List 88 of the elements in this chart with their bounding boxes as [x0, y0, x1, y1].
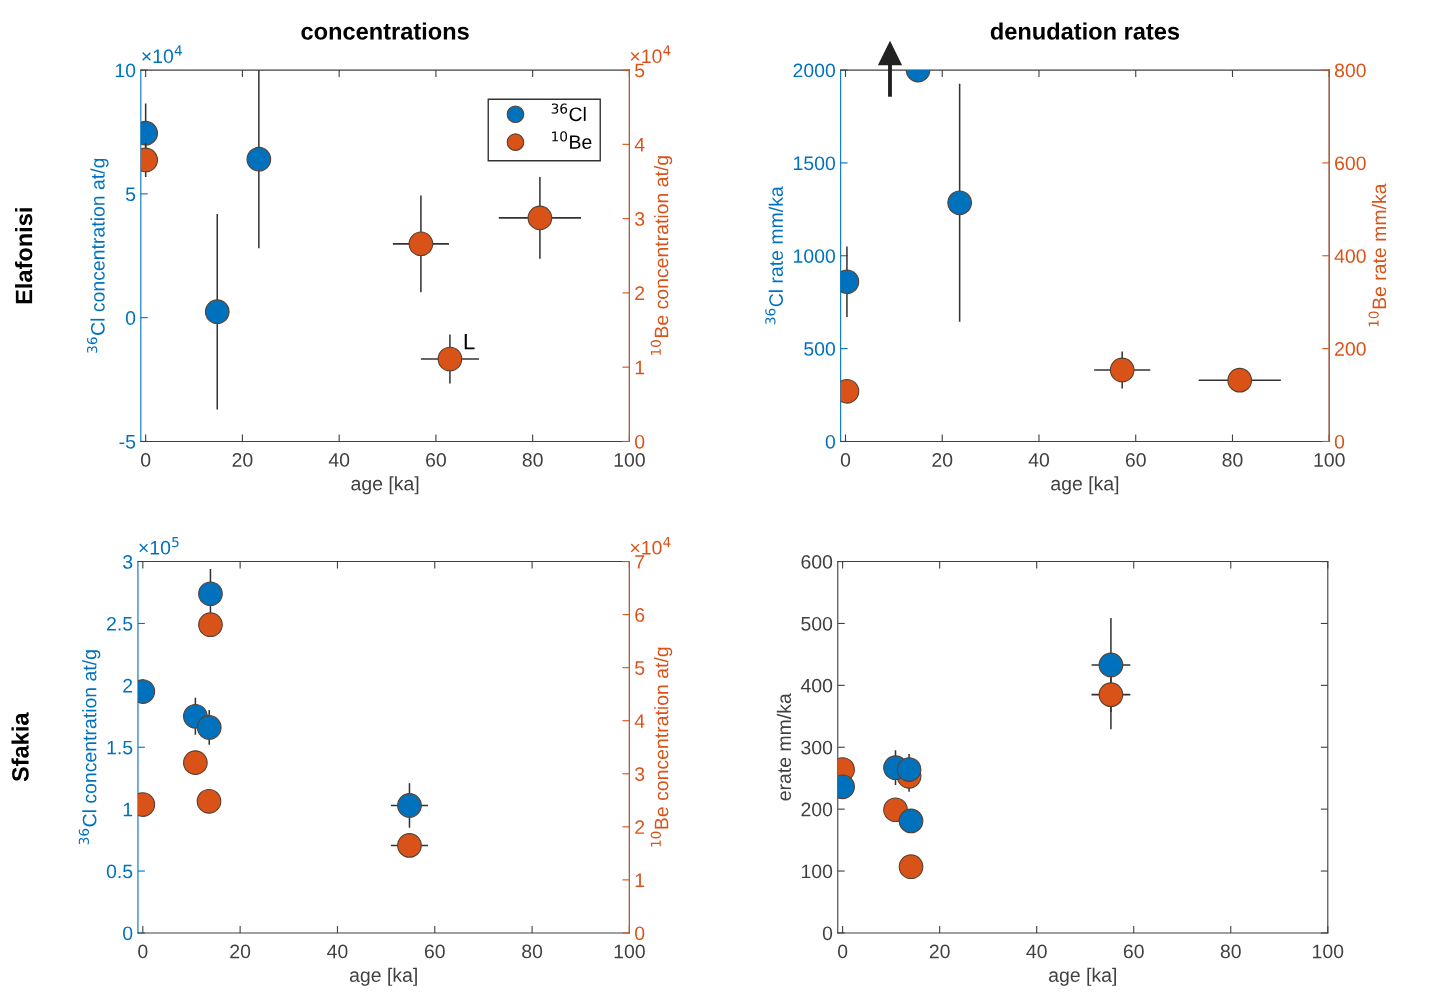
- x-tick-label: 80: [522, 453, 543, 467]
- y-tick-label: 100: [801, 864, 833, 879]
- y-axis-title: erate mm/ka: [776, 693, 792, 801]
- y2-tick-label: 5: [635, 63, 645, 78]
- y2-axis-title: $^{10}$Be rate mm/ka: [1368, 183, 1387, 327]
- x-tick-label: 100: [614, 453, 645, 467]
- x-axis-title: age [ka]: [1049, 967, 1116, 986]
- y2-tick-label: 2: [635, 820, 645, 834]
- y-tick-label: 500: [804, 342, 836, 356]
- y-tick-label: 0: [822, 926, 833, 941]
- y-tick-label: 5: [125, 187, 136, 202]
- y-tick-label: 600: [801, 555, 833, 569]
- y-tick-label: 300: [801, 740, 833, 755]
- x-tick-label: 60: [424, 944, 445, 959]
- y2-tick-label: 1: [635, 873, 645, 887]
- text: ×10$^{4}$: [630, 45, 671, 64]
- x-tick-label: 100: [614, 944, 645, 959]
- y2-tick-label: 3: [635, 767, 645, 782]
- y2-tick-label: 7: [635, 555, 645, 569]
- annotation: L: [464, 333, 475, 350]
- text: ×10$^{4}$: [142, 45, 182, 64]
- text: Elafonisi: [15, 208, 33, 304]
- x-tick-label: 60: [1123, 944, 1144, 959]
- y2-tick-label: 3: [635, 212, 645, 226]
- x-tick-label: 40: [328, 453, 350, 467]
- y-tick-label: 1.5: [107, 740, 133, 755]
- y-tick-label: 1500: [794, 156, 836, 171]
- y-tick-label: 2: [123, 678, 133, 693]
- x-tick-label: 0: [837, 944, 848, 959]
- x-tick-label: 20: [230, 944, 251, 959]
- y2-axis-title: $^{10}$Be concentration at/g: [650, 156, 673, 355]
- y-tick-label: 2000: [793, 63, 836, 78]
- y-tick-label: 2.5: [107, 616, 133, 631]
- y-tick-label: 3: [123, 555, 133, 569]
- text: Sfakia: [11, 712, 29, 782]
- y2-tick-label: 5: [635, 661, 645, 675]
- x-tick-label: 20: [929, 944, 950, 959]
- y2-tick-label: 400: [1334, 249, 1366, 263]
- y-tick-label: 200: [801, 802, 833, 817]
- y-tick-label: 0: [123, 926, 133, 941]
- y2-tick-label: 200: [1335, 342, 1366, 356]
- y2-tick-label: 1: [635, 360, 645, 375]
- x-tick-label: 20: [932, 453, 953, 467]
- x-tick-label: 80: [1220, 944, 1241, 959]
- x-tick-label: 0: [141, 453, 151, 467]
- x-tick-label: 40: [1026, 944, 1047, 959]
- y2-tick-label: 4: [634, 714, 645, 728]
- y2-tick-label: 0: [635, 926, 645, 941]
- text: ×10$^{5}$: [139, 537, 179, 555]
- y-tick-label: 0: [825, 434, 836, 449]
- y2-tick-label: 2: [635, 286, 645, 300]
- y2-tick-label: 6: [635, 608, 645, 622]
- y-axis-title: $^{36}$Cl concentration at/g: [78, 650, 101, 845]
- y-tick-label: 0.5: [106, 864, 133, 879]
- x-axis-title: age [ka]: [1051, 476, 1119, 495]
- y-axis-title: $^{36}$Cl concentration at/g: [87, 158, 109, 353]
- x-tick-label: 40: [1028, 453, 1050, 467]
- x-axis-title: age [ka]: [351, 476, 419, 495]
- chart-title: concentrations: [301, 22, 469, 40]
- x-tick-label: 100: [1313, 944, 1344, 959]
- legend-label: $^{36}$Cl: [551, 103, 586, 122]
- x-tick-label: 20: [232, 453, 253, 467]
- y-tick-label: 0: [125, 311, 136, 325]
- x-axis-title: age [ka]: [349, 967, 417, 986]
- y2-tick-label: 600: [1335, 156, 1366, 171]
- x-tick-label: 0: [138, 944, 148, 959]
- y-tick-label: -5: [119, 435, 136, 449]
- y2-tick-label: 4: [634, 138, 645, 152]
- x-tick-label: 60: [1125, 453, 1146, 467]
- chart-title: denudation rates: [990, 22, 1180, 40]
- y-axis-title: $^{36}$Cl rate mm/ka: [765, 186, 783, 325]
- x-tick-label: 80: [522, 944, 543, 959]
- text: ×10$^{4}$: [630, 537, 671, 555]
- y2-tick-label: 0: [1334, 434, 1345, 449]
- x-tick-label: 0: [840, 453, 851, 467]
- x-tick-label: 100: [1314, 453, 1345, 467]
- y-tick-label: 1000: [794, 249, 836, 263]
- x-tick-label: 80: [1222, 453, 1243, 467]
- x-tick-label: 60: [426, 453, 446, 467]
- y2-axis-title: $^{10}$Be concentration at/g: [650, 647, 673, 847]
- y-tick-label: 500: [801, 616, 833, 631]
- x-tick-label: 40: [327, 944, 348, 959]
- legend-label: $^{10}$Be: [552, 131, 592, 149]
- y2-tick-label: 0: [635, 434, 645, 449]
- y2-tick-label: 800: [1334, 63, 1366, 78]
- y-tick-label: 1: [123, 802, 133, 817]
- y-tick-label: 10: [115, 63, 136, 78]
- y-tick-label: 400: [800, 678, 833, 693]
